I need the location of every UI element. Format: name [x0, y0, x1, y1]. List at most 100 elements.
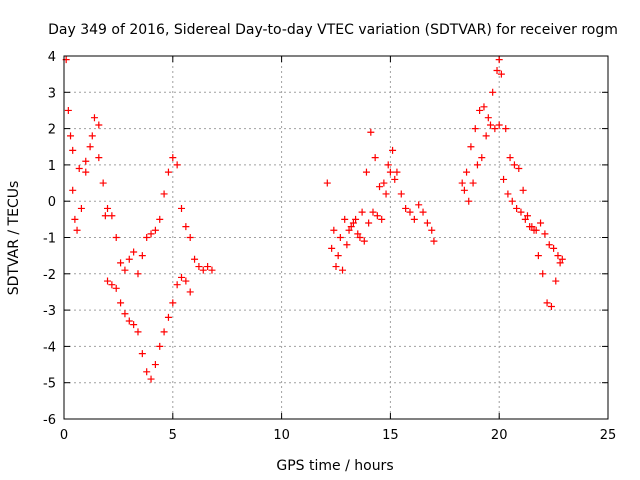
data-point-seg-c-lower	[469, 179, 477, 187]
data-point-seg-b-lower	[330, 226, 338, 234]
x-tick-label: 5	[169, 428, 177, 443]
data-point-seg-a-upper	[95, 121, 103, 129]
data-point-seg-a-upper	[90, 114, 98, 122]
grid-lines	[64, 56, 608, 419]
data-point-seg-b	[415, 201, 423, 209]
data-point-seg-c-lower	[504, 190, 512, 198]
data-point-seg-a-upper	[160, 190, 168, 198]
data-point-seg-c-lower	[495, 121, 503, 129]
data-point-seg-c-upper	[554, 252, 562, 260]
data-point-seg-a-upper	[169, 154, 177, 162]
data-point-seg-b-lower	[360, 237, 368, 245]
data-point-seg-a-upper	[108, 212, 116, 220]
data-point-seg-a-lower	[186, 288, 194, 296]
data-point-seg-b-lower	[356, 234, 364, 241]
data-point-seg-a-upper	[156, 215, 164, 223]
data-point-seg-a-lower	[178, 273, 186, 281]
data-point-seg-b	[410, 215, 418, 223]
x-tick-label: 0	[60, 428, 68, 443]
data-point-seg-c-lower	[513, 204, 521, 212]
data-point-seg-a-lower	[130, 321, 138, 329]
data-point-seg-a-lower	[138, 350, 146, 358]
data-point-seg-c-lower	[526, 223, 534, 231]
data-point-seg-a-upper	[143, 234, 151, 241]
data-point-seg-c-lower	[465, 197, 473, 205]
data-point-seg-a-upper	[195, 263, 203, 271]
data-point-seg-b	[406, 208, 414, 216]
data-point-seg-a-lower	[125, 317, 133, 325]
data-point-seg-c-upper	[502, 125, 510, 133]
data-point-seg-c-lower	[547, 302, 555, 310]
data-point-seg-c-upper	[519, 186, 527, 194]
data-point-seg-a-upper	[69, 186, 77, 194]
data-points	[62, 56, 566, 383]
data-point-seg-c-lower	[482, 132, 490, 140]
axis-ticks	[63, 55, 609, 420]
y-tick-label: -3	[43, 304, 56, 319]
data-point-seg-a-lower	[160, 328, 168, 336]
data-point-seg-c-lower	[534, 252, 542, 260]
data-point-seg-c-upper	[506, 154, 514, 162]
y-tick-label: -4	[43, 340, 56, 355]
data-point-seg-c-lower	[543, 299, 551, 307]
data-point-seg-b-lower	[386, 168, 394, 176]
data-point-seg-b	[402, 204, 410, 212]
data-point-seg-a-upper	[99, 179, 107, 187]
data-point-seg-c-lower	[478, 154, 486, 162]
data-point-seg-a-lower	[88, 132, 96, 140]
data-point-seg-b	[323, 179, 331, 187]
data-point-seg-c-lower	[460, 186, 468, 194]
data-point-seg-c-upper	[537, 219, 545, 227]
data-point-seg-a-lower	[143, 368, 151, 376]
data-point-seg-a-upper	[121, 266, 129, 274]
data-point-seg-c-upper	[510, 161, 518, 169]
data-point-seg-b-lower	[347, 223, 355, 231]
data-point-seg-c-lower	[556, 259, 564, 267]
data-point-seg-c-upper	[476, 106, 484, 114]
data-point-seg-b-lower	[334, 252, 342, 260]
data-point-seg-a-upper	[71, 215, 79, 223]
data-point-seg-a-lower	[173, 281, 181, 289]
data-point-seg-c-lower	[552, 277, 560, 285]
x-tick-label: 15	[382, 428, 399, 443]
data-point-seg-b	[384, 161, 392, 169]
data-point-seg-b-lower	[391, 175, 399, 183]
data-point-seg-b	[376, 183, 384, 191]
data-point-seg-a-upper	[73, 226, 81, 234]
data-point-seg-b	[397, 190, 405, 198]
data-point-seg-a-upper	[130, 248, 138, 256]
data-point-seg-b	[354, 230, 362, 238]
data-point-seg-b	[367, 128, 375, 136]
data-point-seg-b	[362, 168, 370, 176]
data-point-seg-c-upper	[467, 143, 475, 151]
x-axis-label: GPS time / hours	[276, 458, 393, 474]
data-point-seg-c-upper	[489, 88, 497, 96]
y-tick-label: -2	[43, 268, 56, 283]
data-point-seg-a-lower	[117, 299, 125, 307]
data-point-seg-a-lower	[101, 212, 109, 220]
y-axis-label: SDTVAR / TECUs	[6, 181, 22, 296]
data-point-seg-a-upper	[104, 204, 112, 212]
data-point-seg-a-upper	[82, 168, 90, 176]
data-point-seg-b	[380, 179, 388, 187]
data-point-seg-b	[341, 215, 349, 223]
data-point-seg-c-upper	[463, 168, 471, 176]
data-point-seg-a-upper	[147, 230, 155, 238]
y-tick-label: 2	[48, 123, 56, 138]
data-point-seg-a-upper	[178, 204, 186, 212]
y-tick-label: -5	[43, 377, 56, 392]
data-point-seg-b	[389, 146, 397, 154]
data-point-seg-b-lower	[365, 219, 373, 227]
data-point-seg-a-upper	[77, 204, 85, 212]
data-point-seg-c-lower	[508, 197, 516, 205]
data-point-seg-c-upper	[545, 241, 553, 249]
data-point-seg-a-upper	[117, 259, 125, 267]
data-point-seg-a-lower	[121, 310, 129, 318]
data-point-seg-b	[336, 234, 344, 241]
data-point-seg-b	[349, 219, 357, 227]
x-tick-label: 10	[273, 428, 290, 443]
data-point-seg-a-upper	[186, 234, 194, 241]
y-tick-label: -6	[43, 413, 56, 428]
